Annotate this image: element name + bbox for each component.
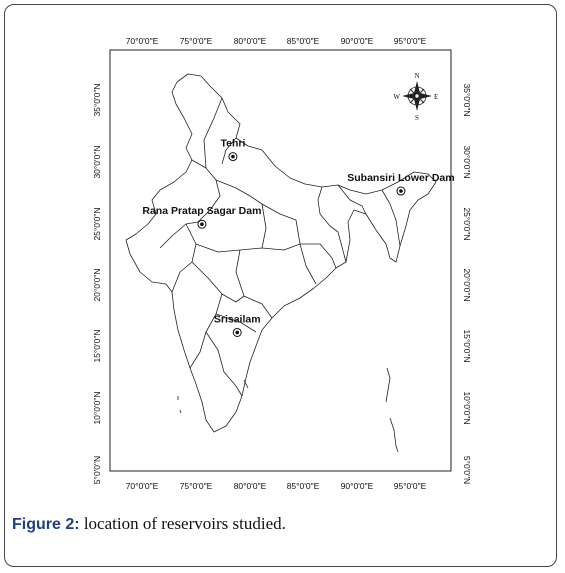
figure-label: Figure 2:: [12, 516, 80, 533]
y-tick-left-20: 20°0'0"N: [92, 268, 102, 301]
y-tick-right-10: 10°0'0"N: [462, 391, 472, 424]
compass-rose: N S E W: [393, 72, 438, 122]
x-tick-bottom-80: 80°0'0"E: [234, 481, 267, 491]
reservoir-label-subansiri-lower-dam: Subansiri Lower Dam: [347, 172, 454, 184]
reservoir-markers: Tehri Rana Pratap Sagar Dam Subansiri Lowe…: [142, 138, 455, 337]
y-tick-right-15: 15°0'0"N: [462, 329, 472, 362]
y-tick-left-35: 35°0'0"N: [92, 83, 102, 116]
sri-lanka-coast: [243, 379, 249, 389]
compass-w: W: [393, 93, 400, 101]
y-tick-right-25: 25°0'0"N: [462, 207, 472, 240]
lakshadweep-islands: [177, 396, 182, 414]
reservoir-label-tehri: Tehri: [220, 138, 245, 150]
x-tick-bottom-75: 75°0'0"E: [180, 481, 213, 491]
compass-e: E: [434, 93, 438, 101]
reservoir-marker-dot-srisailam: [235, 330, 240, 335]
x-tick-top-75: 75°0'0"E: [180, 36, 213, 46]
x-tick-top-70: 70°0'0"E: [126, 36, 159, 46]
india-map: [125, 73, 437, 453]
x-tick-bottom-95: 95°0'0"E: [394, 481, 427, 491]
caption-text: location of reservoirs studied.: [79, 514, 286, 533]
x-tick-top-80: 80°0'0"E: [234, 36, 267, 46]
y-tick-right-30: 30°0'0"N: [462, 145, 472, 178]
y-tick-left-15: 15°0'0"N: [92, 329, 102, 362]
y-tick-left-30: 30°0'0"N: [92, 145, 102, 178]
y-tick-left-5: 5°0'0"N: [92, 456, 102, 484]
india-outline: [125, 73, 437, 433]
reservoir-label-srisailam: Srisailam: [214, 313, 261, 325]
y-tick-right-20: 20°0'0"N: [462, 268, 472, 301]
compass-diagonals: [409, 88, 425, 104]
x-tick-bottom-85: 85°0'0"E: [287, 481, 320, 491]
y-tick-right-5: 5°0'0"N: [462, 456, 472, 484]
y-tick-left-10: 10°0'0"N: [92, 391, 102, 424]
map-border: [109, 49, 452, 472]
x-tick-bottom-90: 90°0'0"E: [341, 481, 374, 491]
x-tick-bottom-70: 70°0'0"E: [126, 481, 159, 491]
reservoir-marker-dot-subansiri-lower-dam: [399, 189, 403, 193]
compass-n: N: [414, 72, 419, 80]
state-boundaries: [159, 97, 401, 397]
x-tick-top-95: 95°0'0"E: [394, 36, 427, 46]
y-tick-right-35: 35°0'0"N: [462, 83, 472, 116]
reservoir-marker-dot-tehri: [231, 154, 235, 159]
x-tick-top-85: 85°0'0"E: [287, 36, 320, 46]
compass-center: [414, 93, 420, 99]
compass-s: S: [415, 114, 419, 122]
figure-caption: Figure 2: location of reservoirs studied…: [12, 514, 286, 534]
figure-frame: [4, 4, 557, 567]
reservoir-label-rana-pratap-sagar-dam: Rana Pratap Sagar Dam: [142, 205, 261, 217]
andaman-islands: [385, 367, 399, 453]
x-tick-top-90: 90°0'0"E: [341, 36, 374, 46]
reservoir-marker-dot-rana-pratap-sagar-dam: [200, 222, 204, 227]
y-tick-left-25: 25°0'0"N: [92, 207, 102, 240]
